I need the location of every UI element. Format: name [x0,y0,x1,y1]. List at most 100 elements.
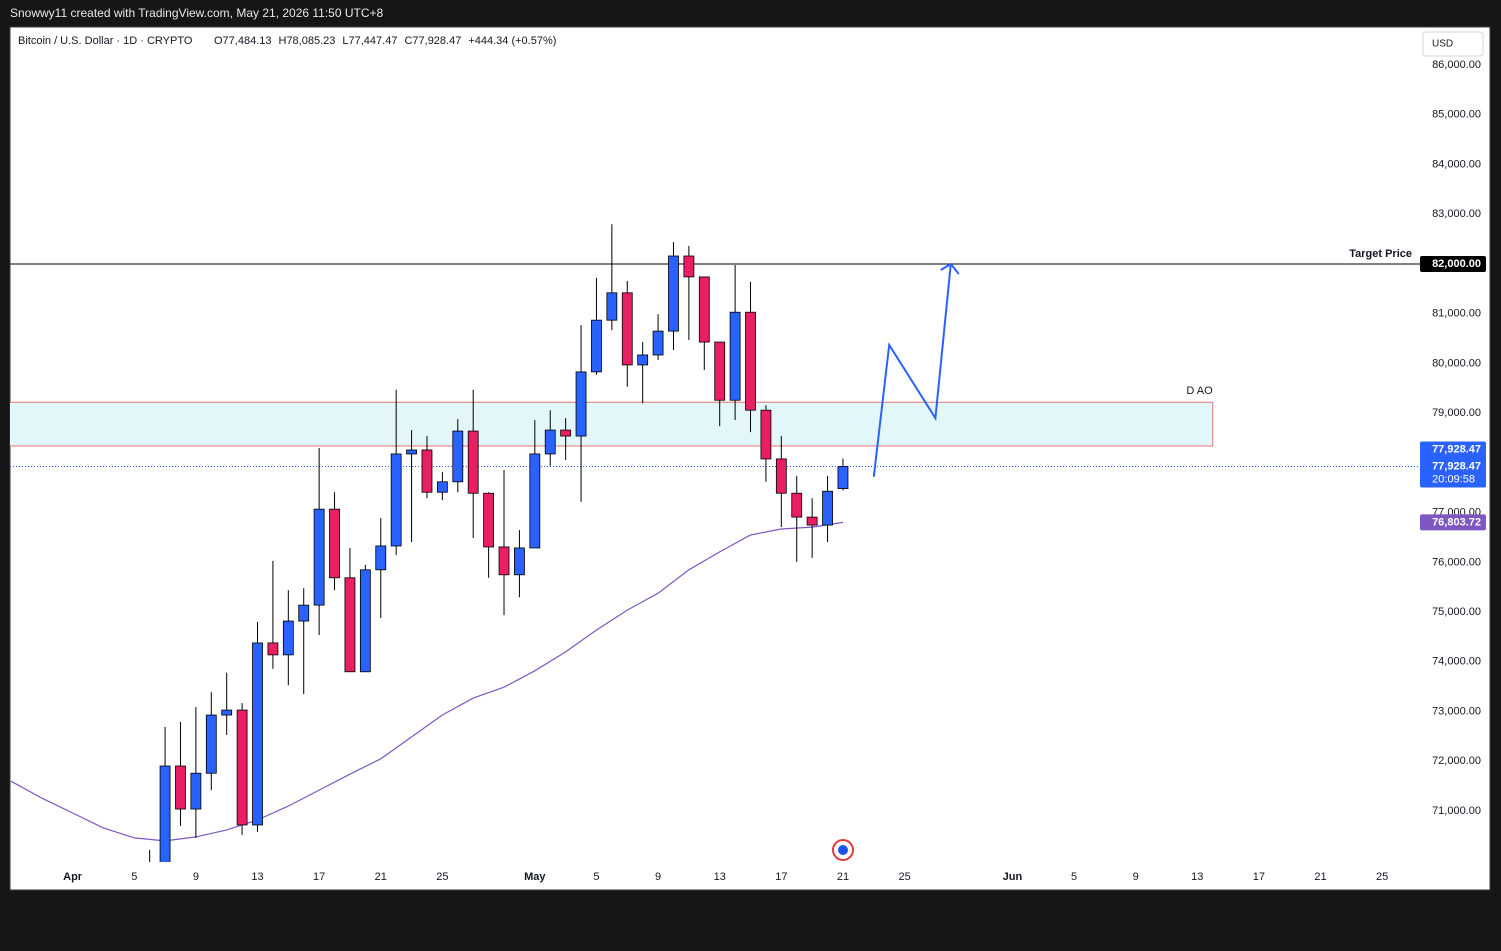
candle-body [421,449,433,493]
x-tick-label: 13 [251,871,263,883]
zone-label: D AO [1186,385,1213,397]
chart-title: Bitcoin / U.S. Dollar · 1D · CRYPTO [18,35,193,47]
x-tick-label: 17 [313,871,325,883]
y-tick-label: 85,000.00 [1432,109,1481,121]
currency[interactable]: USD [1432,39,1453,50]
candle-body [236,709,248,826]
x-tick-label: 21 [375,871,387,883]
candle-body [313,508,325,606]
candle-body [806,516,818,526]
candle-body [298,604,310,622]
last-price-label: 77,928.47 [1432,443,1481,455]
candle-body [544,429,556,455]
x-tick-label: 9 [655,871,661,883]
x-tick-label: 5 [593,871,599,883]
target-price-label: 82,000.00 [1432,258,1481,270]
candle-body [745,311,756,411]
candle-body [683,255,695,278]
y-tick-label: 81,000.00 [1432,308,1481,320]
y-tick-label: 72,000.00 [1432,755,1481,767]
ma-price-box [1420,514,1486,531]
candle-body [406,449,417,455]
candle-body [498,546,510,576]
candle-body [452,430,464,483]
x-tick-label: 25 [898,871,910,883]
x-tick-label: 9 [193,871,199,883]
candle-body [668,255,679,332]
candle-body [760,409,772,460]
candle-body [560,429,572,437]
currency-box[interactable] [1422,31,1484,57]
x-tick-label: 17 [1253,871,1265,883]
candle-body [652,330,664,356]
y-tick-label: 71,000.00 [1432,805,1481,817]
candle-body [714,341,726,401]
candle-body [329,508,340,579]
chart-frame [9,26,1491,891]
candle-body [575,371,587,437]
x-tick-label: 21 [1314,871,1326,883]
candle-body [514,547,525,576]
candle-body [698,276,710,343]
x-tick-label: 21 [837,871,849,883]
target-label: Target Price [1349,248,1412,260]
candle-body [221,709,233,716]
x-tick-label: 17 [775,871,787,883]
x-tick-label: 5 [1071,871,1077,883]
projection [872,263,952,477]
ohlc-legend: H78,085.23 [279,35,336,47]
candle-body [205,714,217,774]
x-tick-label: Apr [63,871,83,883]
candle-body [483,492,495,548]
x-tick-label: Jun [1003,871,1023,883]
candle-body [591,319,602,373]
x-tick-label: 25 [1376,871,1388,883]
target-price-box [1420,255,1486,272]
candle-body [621,292,633,366]
candle-body [344,577,356,673]
x-tick-label: 13 [1191,871,1203,883]
candle-body [467,430,479,494]
candle-body [729,311,741,401]
y-tick-label: 86,000.00 [1432,59,1481,71]
candle-body [252,642,263,826]
moving-average [10,521,844,842]
projection-arrowhead [940,262,960,275]
candle-body [282,620,294,656]
candle-body [791,492,803,518]
event-icon-inner [838,845,848,855]
y-tick-label: 79,000.00 [1432,407,1481,419]
y-tick-label: 73,000.00 [1432,705,1481,717]
y-tick-label: 83,000.00 [1432,208,1481,220]
candle-body [190,772,202,810]
topbar-text: Snowwy11 created with TradingView.com, M… [10,6,384,20]
candle-body [436,481,448,493]
ohlc-legend: +444.34 (+0.57%) [468,35,556,47]
candle-body [775,458,787,494]
x-tick-label: 13 [714,871,726,883]
plot-area [10,224,1420,862]
candle-body [159,765,171,862]
y-tick-label: 80,000.00 [1432,357,1481,369]
candle-body [837,466,849,489]
countdown: 20:09:58 [1432,473,1475,485]
x-tick-label: May [524,871,546,883]
y-tick-label: 84,000.00 [1432,158,1481,170]
y-tick-label: 76,000.00 [1432,556,1481,568]
y-tick-label: 74,000.00 [1432,656,1481,668]
y-tick-label: 75,000.00 [1432,606,1481,618]
candle-body [359,569,371,673]
x-tick-label: 25 [436,871,448,883]
candle-body [529,453,541,549]
candle-body [637,354,649,366]
candle-body [175,765,186,810]
last-price-label: 77,928.47 [1432,460,1481,472]
axes: 71,000.00 72,000.00 73,000.00 74,000.00 75,0… [63,59,1481,883]
ohlc-legend: O77,484.13 [214,35,272,47]
candle-body [390,453,402,547]
last-price-box [1420,441,1486,488]
candle-body [822,490,833,526]
ohlc-legend: C77,928.47 [404,35,461,47]
candle-body [606,292,618,321]
